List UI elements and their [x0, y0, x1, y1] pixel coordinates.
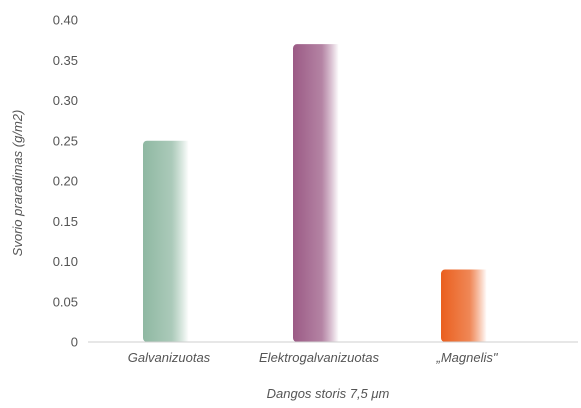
x-category-label: Galvanizuotas [128, 350, 211, 365]
x-axis-title: Dangos storis 7,5 μm [267, 386, 390, 401]
y-axis-ticks: 0 0.05 0.10 0.15 0.20 0.25 0.30 0.35 0.40 [53, 13, 78, 350]
y-tick-label: 0.25 [53, 133, 78, 148]
bar-1 [293, 44, 345, 343]
y-tick-label: 0.10 [53, 254, 78, 269]
y-tick-label: 0 [71, 335, 78, 350]
y-tick-label: 0.30 [53, 93, 78, 108]
bar-2 [441, 269, 493, 342]
x-axis-ticks: Galvanizuotas Elektrogalvanizuotas „Magnel… [128, 350, 499, 365]
y-axis-title: Svorio praradimas (g/m2) [10, 110, 25, 257]
x-category-label: „Magnelis" [436, 350, 499, 365]
bars-group [143, 44, 493, 343]
y-tick-label: 0.40 [53, 13, 78, 28]
y-tick-label: 0.35 [53, 53, 78, 68]
x-category-label: Elektrogalvanizuotas [259, 350, 379, 365]
y-tick-label: 0.20 [53, 174, 78, 189]
bar-0 [143, 140, 195, 342]
y-tick-label: 0.15 [53, 214, 78, 229]
y-tick-label: 0.05 [53, 294, 78, 309]
